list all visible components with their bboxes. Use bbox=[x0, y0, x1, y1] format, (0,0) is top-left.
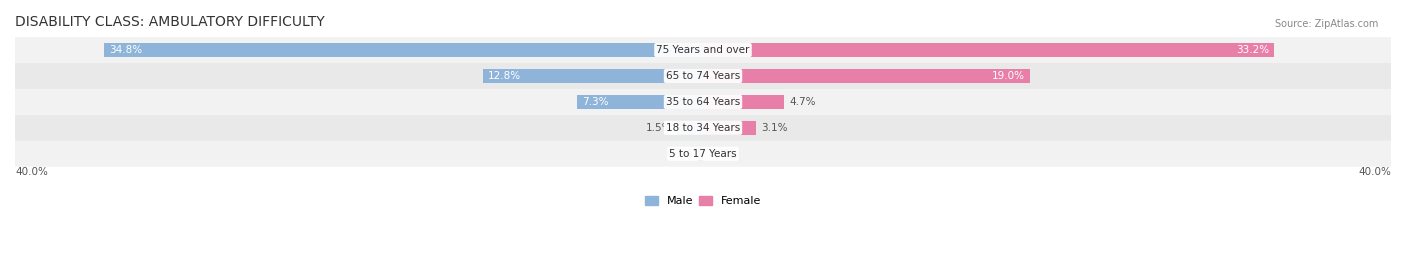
Legend: Male, Female: Male, Female bbox=[640, 191, 766, 210]
FancyBboxPatch shape bbox=[15, 89, 1391, 115]
Bar bbox=[104, 43, 703, 57]
Text: 4.7%: 4.7% bbox=[789, 97, 815, 107]
Text: 5 to 17 Years: 5 to 17 Years bbox=[669, 149, 737, 159]
Text: DISABILITY CLASS: AMBULATORY DIFFICULTY: DISABILITY CLASS: AMBULATORY DIFFICULTY bbox=[15, 15, 325, 29]
Bar bbox=[678, 121, 703, 135]
Text: 0.3%: 0.3% bbox=[666, 149, 693, 159]
FancyBboxPatch shape bbox=[15, 115, 1391, 141]
Bar bbox=[697, 147, 703, 161]
Bar bbox=[578, 95, 703, 109]
FancyBboxPatch shape bbox=[15, 63, 1391, 89]
Bar bbox=[703, 95, 783, 109]
Text: 18 to 34 Years: 18 to 34 Years bbox=[666, 123, 740, 133]
Bar bbox=[703, 43, 1274, 57]
Text: 75 Years and over: 75 Years and over bbox=[657, 45, 749, 55]
Bar bbox=[703, 121, 756, 135]
Bar bbox=[482, 69, 703, 83]
Text: 12.8%: 12.8% bbox=[488, 71, 522, 81]
Text: 1.5%: 1.5% bbox=[645, 123, 672, 133]
Text: 35 to 64 Years: 35 to 64 Years bbox=[666, 97, 740, 107]
Text: 19.0%: 19.0% bbox=[991, 71, 1025, 81]
Text: 33.2%: 33.2% bbox=[1236, 45, 1268, 55]
Bar bbox=[703, 69, 1029, 83]
Text: 40.0%: 40.0% bbox=[15, 167, 48, 177]
Text: 34.8%: 34.8% bbox=[110, 45, 143, 55]
Text: 7.3%: 7.3% bbox=[582, 97, 609, 107]
Text: 40.0%: 40.0% bbox=[1358, 167, 1391, 177]
Text: 0.0%: 0.0% bbox=[709, 149, 734, 159]
Text: Source: ZipAtlas.com: Source: ZipAtlas.com bbox=[1274, 19, 1378, 29]
FancyBboxPatch shape bbox=[15, 37, 1391, 63]
FancyBboxPatch shape bbox=[15, 141, 1391, 167]
Text: 3.1%: 3.1% bbox=[762, 123, 787, 133]
Text: 65 to 74 Years: 65 to 74 Years bbox=[666, 71, 740, 81]
